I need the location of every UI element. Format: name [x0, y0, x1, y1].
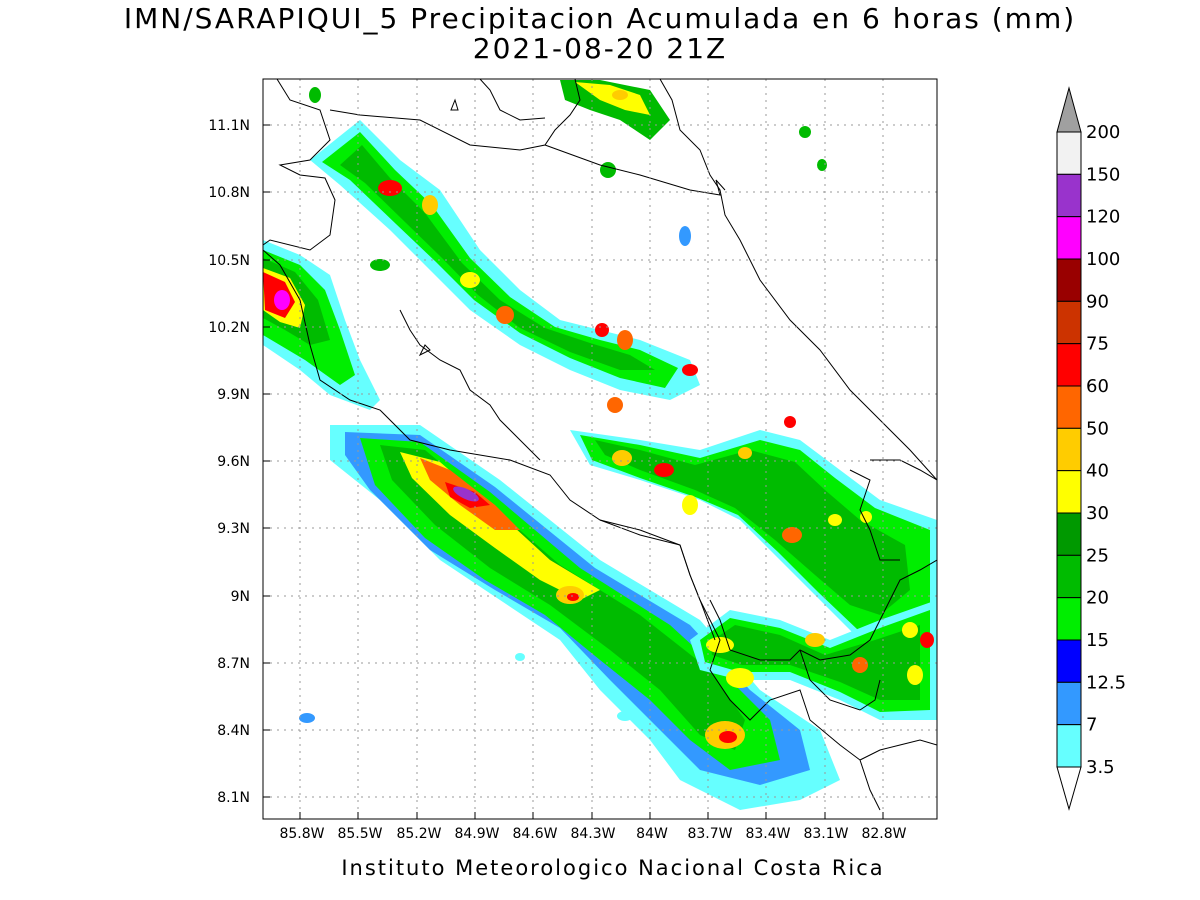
colorbar-level-label: 150	[1086, 164, 1120, 185]
colorbar-level-label: 15	[1086, 630, 1109, 651]
lat-label: 8.1N	[217, 790, 250, 806]
colorbar-swatch	[1056, 258, 1082, 302]
lon-label: 84.6W	[512, 826, 557, 842]
lon-label: 85.8W	[279, 826, 324, 842]
lat-label: 11.1N	[208, 118, 250, 134]
lon-label: 84.3W	[570, 826, 615, 842]
lon-label: 83.1W	[803, 826, 848, 842]
map-title: IMN/SARAPIQUI_5 Precipitacion Acumulada …	[123, 2, 1077, 35]
lat-label: 8.7N	[217, 656, 250, 672]
colorbar-level-label: 120	[1086, 207, 1120, 228]
lon-label: 83.4W	[745, 826, 790, 842]
lat-label: 10.5N	[208, 253, 250, 269]
lat-label: 10.8N	[208, 185, 250, 201]
colorbar-swatch	[1056, 554, 1082, 599]
colorbar-level-label: 3.5	[1086, 757, 1115, 778]
coastline-borders	[263, 79, 937, 811]
credit-text: Instituto Meteorologico Nacional Costa R…	[341, 856, 885, 880]
lat-label: 8.4N	[217, 723, 250, 739]
colorbar-swatch	[1056, 470, 1082, 514]
colorbar-level-label: 50	[1086, 418, 1109, 439]
colorbar-swatches	[1056, 131, 1082, 768]
colorbar-swatch	[1056, 131, 1082, 175]
precipitation-field	[263, 80, 937, 810]
colorbar-level-label: 40	[1086, 461, 1109, 482]
colorbar-level-label: 75	[1086, 334, 1109, 355]
map-subtitle: 2021-08-20 21Z	[472, 32, 728, 65]
colorbar-swatch	[1056, 681, 1082, 726]
colorbar-swatch	[1056, 597, 1082, 641]
colorbar-level-label: 60	[1086, 376, 1109, 397]
colorbar-level-label: 12.5	[1086, 672, 1126, 693]
map-gridlines	[263, 79, 937, 819]
lon-label: 83.7W	[687, 826, 732, 842]
colorbar-swatch	[1056, 173, 1082, 218]
lat-labels: 11.1N 10.8N 10.5N 10.2N 9.9N 9.6N 9.3N 9…	[208, 118, 250, 806]
colorbar-top-arrow	[1056, 86, 1082, 133]
lon-label: 84W	[636, 826, 668, 842]
colorbar-level-label: 30	[1086, 503, 1109, 524]
colorbar-swatch	[1056, 385, 1082, 429]
lat-label: 10.2N	[208, 320, 250, 336]
colorbar-level-label: 7	[1086, 715, 1097, 736]
axis-ticks	[263, 124, 884, 819]
colorbar-swatch	[1056, 724, 1082, 768]
colorbar-level-label: 90	[1086, 291, 1109, 312]
colorbar: 200 150 120 100 90 75 60 50 40 30 25 20 15 12.5 7 3.5	[1056, 86, 1126, 811]
colorbar-swatch	[1056, 639, 1082, 683]
lon-label: 84.9W	[454, 826, 499, 842]
colorbar-swatch	[1056, 427, 1082, 472]
lat-label: 9N	[231, 589, 250, 605]
lat-label: 9.9N	[217, 387, 250, 403]
lon-label: 85.5W	[337, 826, 382, 842]
colorbar-bottom-arrow	[1056, 766, 1082, 811]
colorbar-level-label: 25	[1086, 545, 1109, 566]
lon-labels: 85.8W 85.5W 85.2W 84.9W 84.6W 84.3W 84W …	[279, 826, 906, 842]
colorbar-swatch	[1056, 216, 1082, 260]
lat-label: 9.3N	[217, 521, 250, 537]
colorbar-level-label: 200	[1086, 122, 1120, 143]
colorbar-labels: 200 150 120 100 90 75 60 50 40 30 25 20 15 12.5 7 3.5	[1086, 122, 1126, 778]
lon-label: 85.2W	[396, 826, 441, 842]
colorbar-swatch	[1056, 300, 1082, 345]
lat-label: 9.6N	[217, 454, 250, 470]
colorbar-swatch	[1056, 512, 1082, 556]
colorbar-level-label: 100	[1086, 249, 1120, 270]
colorbar-level-label: 20	[1086, 588, 1109, 609]
map-frame	[262, 78, 938, 820]
lon-label: 82.8W	[861, 826, 906, 842]
colorbar-swatch	[1056, 343, 1082, 387]
